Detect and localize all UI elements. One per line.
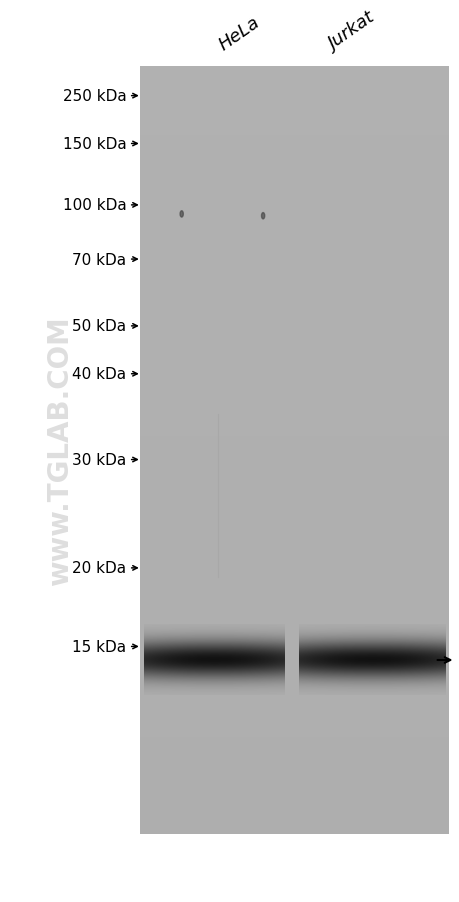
Text: 20 kDa: 20 kDa (72, 561, 126, 575)
Text: 150 kDa: 150 kDa (62, 137, 126, 152)
Text: HeLa: HeLa (215, 14, 262, 54)
Text: 40 kDa: 40 kDa (72, 367, 126, 382)
Text: 70 kDa: 70 kDa (72, 253, 126, 267)
Text: 100 kDa: 100 kDa (62, 198, 126, 213)
Text: www.TGLAB.COM: www.TGLAB.COM (46, 317, 73, 585)
Circle shape (261, 213, 264, 219)
Text: 30 kDa: 30 kDa (72, 453, 126, 467)
Text: 15 kDa: 15 kDa (72, 640, 126, 654)
Text: 250 kDa: 250 kDa (62, 89, 126, 104)
Text: 50 kDa: 50 kDa (72, 319, 126, 334)
Text: Jurkat: Jurkat (325, 9, 378, 54)
Circle shape (180, 212, 183, 217)
